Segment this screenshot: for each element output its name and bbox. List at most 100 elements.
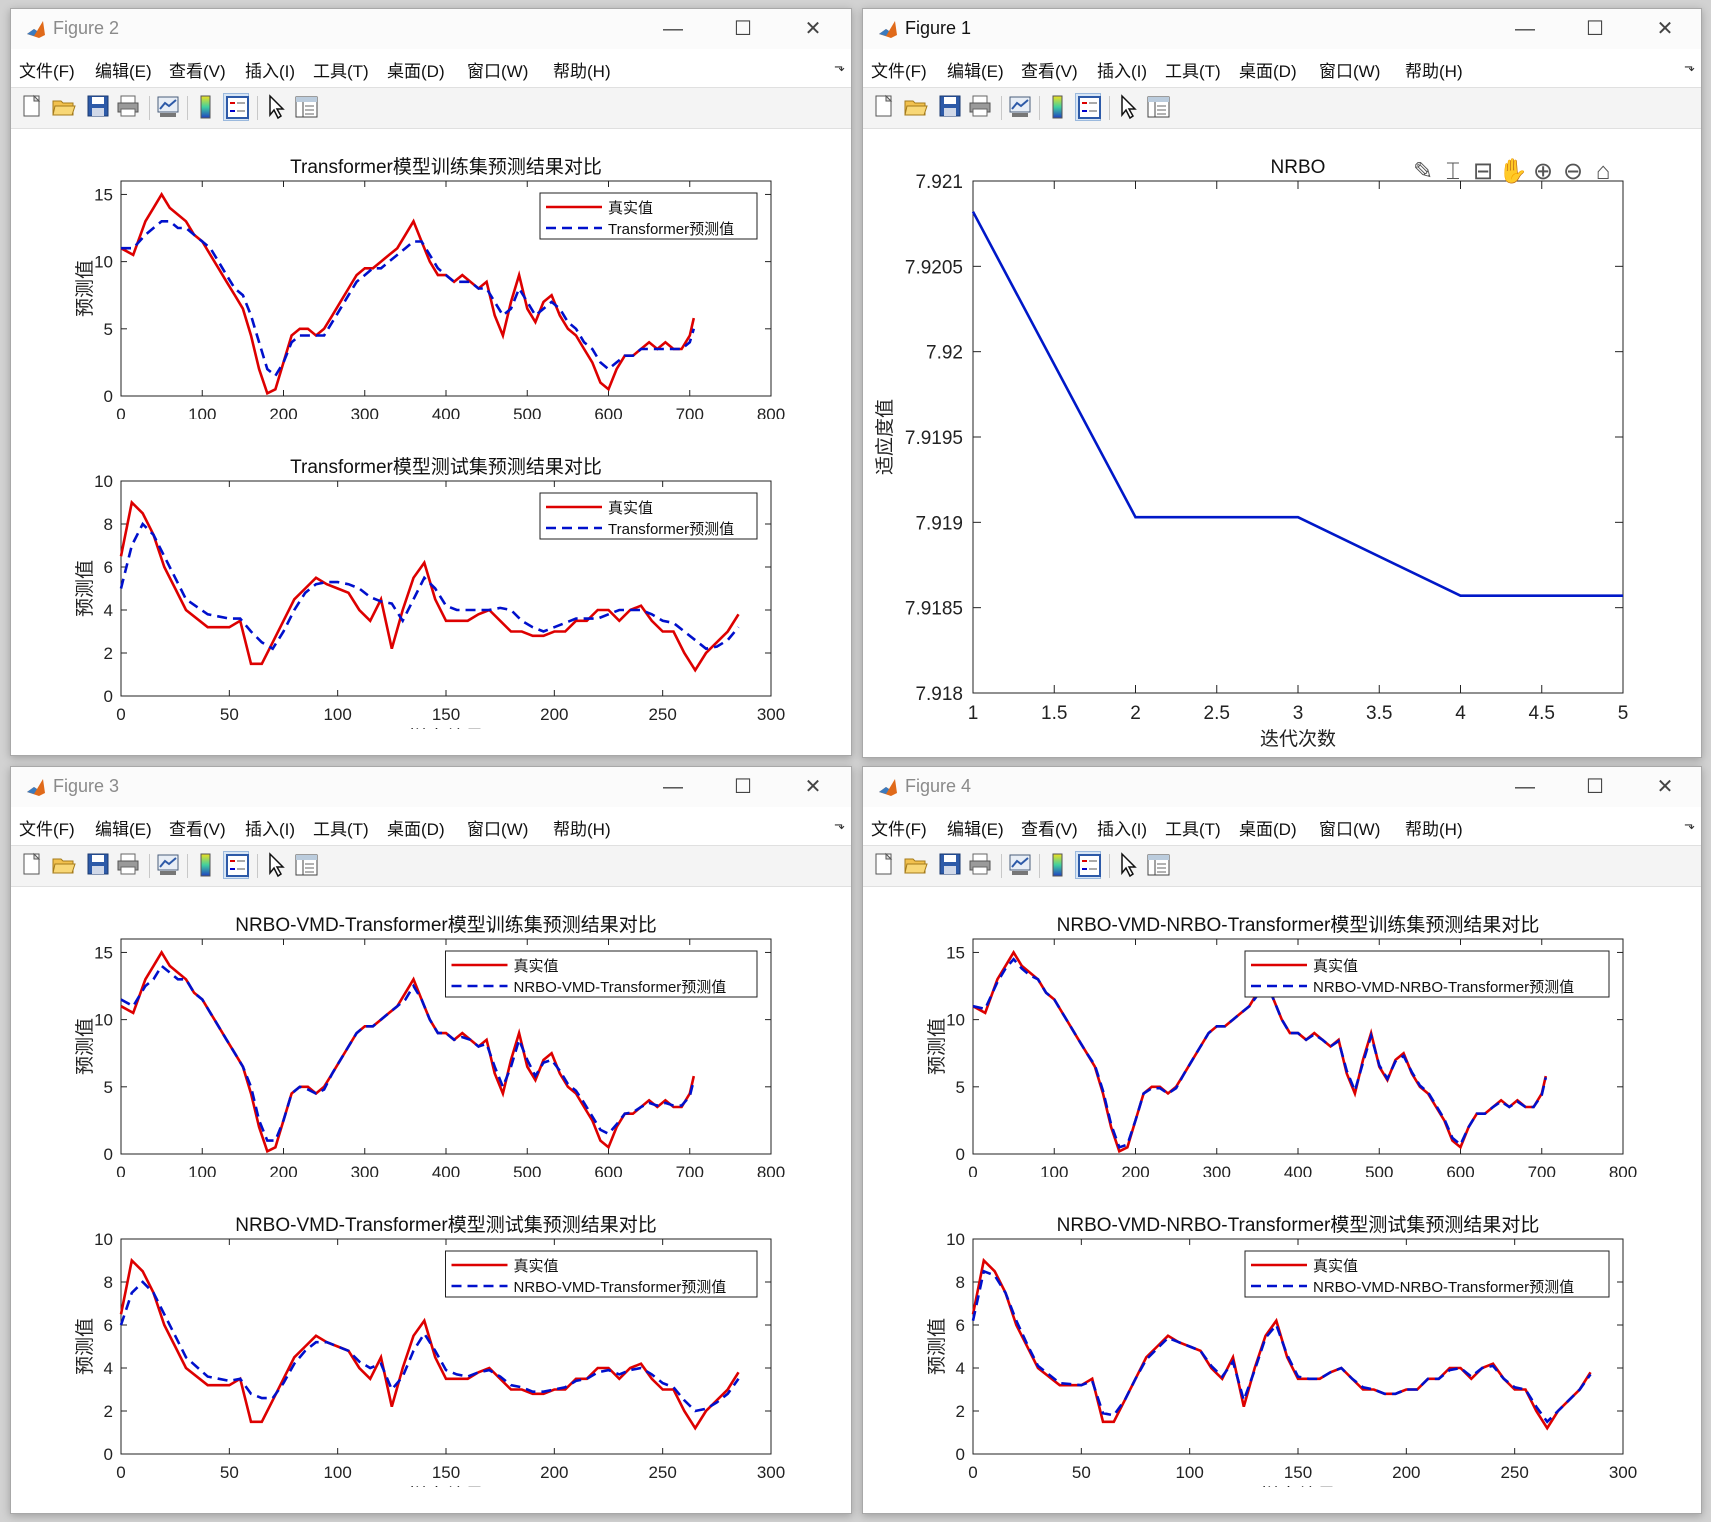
menu-window[interactable]: 窗口(W) <box>1319 820 1381 839</box>
menu-help[interactable]: 帮助(H) <box>553 62 611 81</box>
menu-view[interactable]: 查看(V) <box>169 820 226 839</box>
open-file-button[interactable] <box>51 851 77 879</box>
close-button[interactable]: ✕ <box>1656 776 1674 798</box>
link-plot-button[interactable] <box>155 93 181 121</box>
open-file-button[interactable] <box>903 93 929 121</box>
menu-edit[interactable]: 编辑(E) <box>947 62 1004 81</box>
new-figure-button[interactable] <box>19 93 45 121</box>
save-button[interactable] <box>85 93 111 121</box>
menu-tools[interactable]: 工具(T) <box>313 820 369 839</box>
menu-overflow-icon[interactable]: ⬎ <box>1684 817 1695 832</box>
colorbar-button[interactable] <box>1045 851 1071 879</box>
colorbar-button[interactable] <box>193 851 219 879</box>
print-button[interactable] <box>115 93 141 121</box>
link-plot-button[interactable] <box>155 851 181 879</box>
menu-window[interactable]: 窗口(W) <box>467 820 529 839</box>
maximize-button[interactable]: ☐ <box>1586 776 1604 798</box>
menu-insert[interactable]: 插入(I) <box>1097 820 1148 839</box>
menu-file[interactable]: 文件(F) <box>871 820 927 839</box>
figure-4-window[interactable]: Figure 4 — ☐ ✕ 文件(F) 编辑(E) 查看(V) 插入(I) 工具(T)… <box>862 766 1702 1514</box>
menu-view[interactable]: 查看(V) <box>169 62 226 81</box>
edit-plot-cursor-button[interactable] <box>263 851 289 879</box>
save-button[interactable] <box>85 851 111 879</box>
save-button[interactable] <box>937 851 963 879</box>
print-button[interactable] <box>115 851 141 879</box>
menu-overflow-icon[interactable]: ⬎ <box>1684 59 1695 74</box>
property-inspector-button[interactable] <box>1145 93 1171 121</box>
title-bar[interactable]: Figure 2 — ☐ ✕ <box>11 9 851 49</box>
menu-edit[interactable]: 编辑(E) <box>95 820 152 839</box>
minimize-button[interactable]: — <box>663 18 683 40</box>
new-figure-button[interactable] <box>871 851 897 879</box>
menu-window[interactable]: 窗口(W) <box>467 62 529 81</box>
title-bar[interactable]: Figure 4 — ☐ ✕ <box>863 767 1701 807</box>
figure-2-window[interactable]: Figure 2 — ☐ ✕ 文件(F) 编辑(E) 查看(V) 插入(I) 工具(T)… <box>10 8 852 756</box>
menu-file[interactable]: 文件(F) <box>19 820 75 839</box>
property-inspector-button[interactable] <box>293 851 319 879</box>
title-bar[interactable]: Figure 3 — ☐ ✕ <box>11 767 851 807</box>
menu-desktop[interactable]: 桌面(D) <box>1239 820 1297 839</box>
menu-desktop[interactable]: 桌面(D) <box>387 62 445 81</box>
new-figure-button[interactable] <box>19 851 45 879</box>
new-figure-button[interactable] <box>871 93 897 121</box>
link-plot-button[interactable] <box>1007 93 1033 121</box>
legend[interactable] <box>1244 950 1610 998</box>
restore-view-icon[interactable]: ⊟ <box>1473 158 1493 185</box>
legend[interactable] <box>445 950 758 998</box>
menu-desktop[interactable]: 桌面(D) <box>387 820 445 839</box>
minimize-button[interactable]: — <box>1515 776 1535 798</box>
legend[interactable] <box>445 1250 758 1298</box>
legend[interactable] <box>1244 1250 1610 1298</box>
zoom-out-icon[interactable]: ⊖ <box>1563 158 1583 185</box>
open-file-button[interactable] <box>903 851 929 879</box>
title-bar[interactable]: Figure 1 — ☐ ✕ <box>863 9 1701 49</box>
menu-tools[interactable]: 工具(T) <box>1165 62 1221 81</box>
menu-file[interactable]: 文件(F) <box>871 62 927 81</box>
legend-button[interactable] <box>1075 851 1101 879</box>
menu-tools[interactable]: 工具(T) <box>1165 820 1221 839</box>
menu-window[interactable]: 窗口(W) <box>1319 62 1381 81</box>
menu-insert[interactable]: 插入(I) <box>245 62 296 81</box>
menu-desktop[interactable]: 桌面(D) <box>1239 62 1297 81</box>
menu-overflow-icon[interactable]: ⬎ <box>834 817 845 832</box>
close-button[interactable]: ✕ <box>804 18 822 40</box>
menu-help[interactable]: 帮助(H) <box>1405 62 1463 81</box>
legend[interactable] <box>539 192 758 240</box>
menu-overflow-icon[interactable]: ⬎ <box>834 59 845 74</box>
figure-3-window[interactable]: Figure 3 — ☐ ✕ 文件(F) 编辑(E) 查看(V) 插入(I) 工具(T)… <box>10 766 852 1514</box>
maximize-button[interactable]: ☐ <box>734 18 752 40</box>
home-icon[interactable]: ⌂ <box>1596 158 1611 185</box>
zoom-in-icon[interactable]: ⊕ <box>1533 158 1553 185</box>
colorbar-button[interactable] <box>1045 93 1071 121</box>
colorbar-button[interactable] <box>193 93 219 121</box>
legend-button[interactable] <box>1075 93 1101 121</box>
legend-button[interactable] <box>223 93 249 121</box>
maximize-button[interactable]: ☐ <box>734 776 752 798</box>
menu-help[interactable]: 帮助(H) <box>1405 820 1463 839</box>
minimize-button[interactable]: — <box>1515 18 1535 40</box>
figure-1-window[interactable]: Figure 1 — ☐ ✕ 文件(F) 编辑(E) 查看(V) 插入(I) 工具(T)… <box>862 8 1702 758</box>
menu-view[interactable]: 查看(V) <box>1021 820 1078 839</box>
close-button[interactable]: ✕ <box>1656 18 1674 40</box>
menu-edit[interactable]: 编辑(E) <box>947 820 1004 839</box>
open-file-button[interactable] <box>51 93 77 121</box>
legend-button[interactable] <box>223 851 249 879</box>
legend[interactable] <box>539 492 758 540</box>
menu-insert[interactable]: 插入(I) <box>245 820 296 839</box>
menu-file[interactable]: 文件(F) <box>19 62 75 81</box>
property-inspector-button[interactable] <box>293 93 319 121</box>
save-button[interactable] <box>937 93 963 121</box>
link-plot-button[interactable] <box>1007 851 1033 879</box>
maximize-button[interactable]: ☐ <box>1586 18 1604 40</box>
data-tip-icon[interactable]: ⌶ <box>1446 158 1460 185</box>
menu-help[interactable]: 帮助(H) <box>553 820 611 839</box>
property-inspector-button[interactable] <box>1145 851 1171 879</box>
edit-plot-cursor-button[interactable] <box>1115 93 1141 121</box>
print-button[interactable] <box>967 851 993 879</box>
edit-plot-cursor-button[interactable] <box>1115 851 1141 879</box>
menu-tools[interactable]: 工具(T) <box>313 62 369 81</box>
pan-icon[interactable]: ✋ <box>1498 157 1528 185</box>
edit-plot-cursor-button[interactable] <box>263 93 289 121</box>
minimize-button[interactable]: — <box>663 776 683 798</box>
menu-insert[interactable]: 插入(I) <box>1097 62 1148 81</box>
